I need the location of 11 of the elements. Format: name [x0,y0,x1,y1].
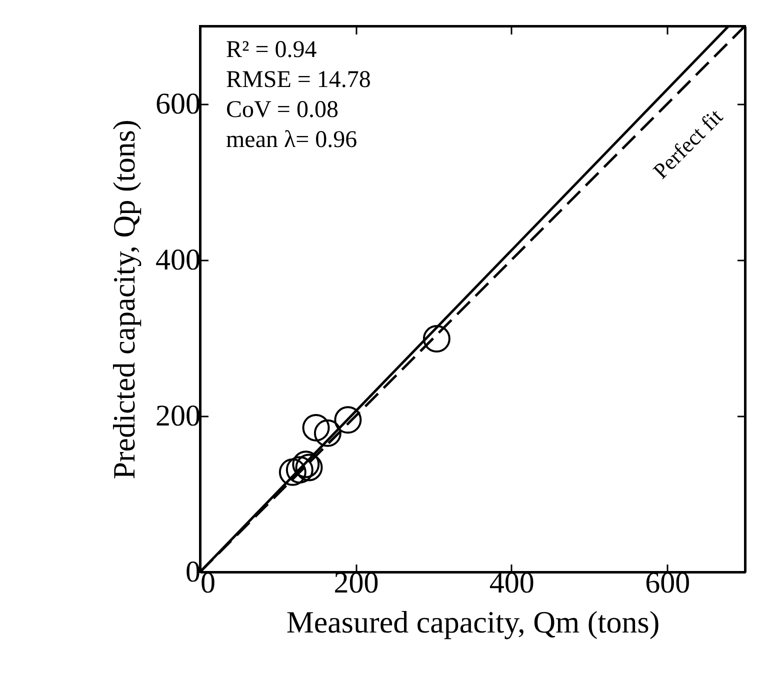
annotation: CoV = 0.08 [226,97,338,123]
x-tick-label: 400 [489,566,534,600]
x-axis-title: Measured capacity, Qm (tons) [286,604,660,640]
y-tick-label: 200 [156,400,200,432]
annotation: R² = 0.94 [226,37,317,63]
y-tick-label: 400 [156,244,200,276]
y-tick-label: 600 [156,88,200,120]
x-tick-label: 600 [645,566,690,600]
annotation: mean λ= 0.96 [226,127,358,153]
y-axis-title: Predicted capacity, Qp (tons) [106,120,142,480]
annotation: RMSE = 14.78 [226,67,371,93]
